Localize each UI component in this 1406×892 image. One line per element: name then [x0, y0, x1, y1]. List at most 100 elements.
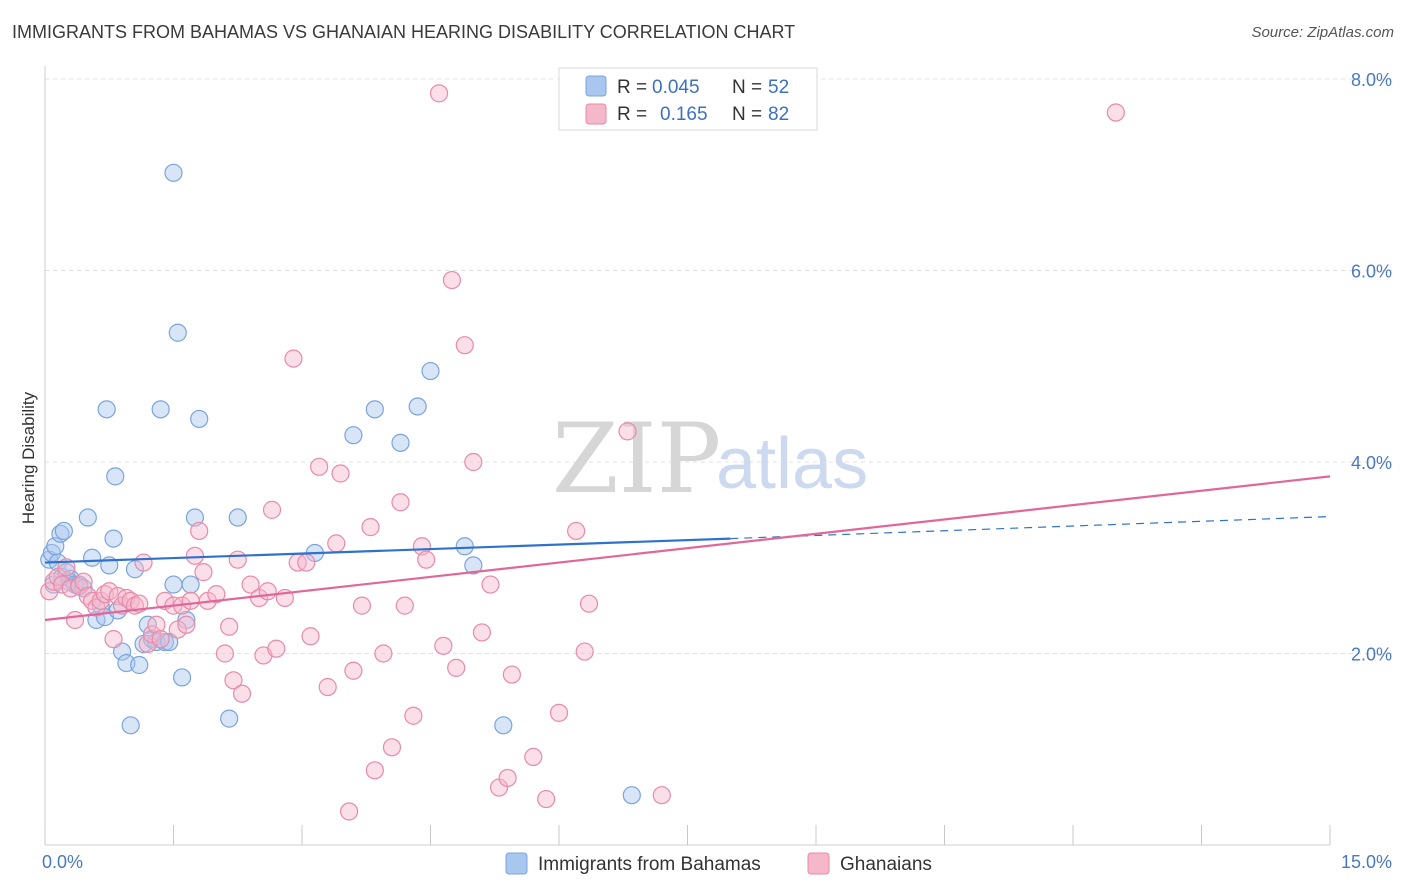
- point-ghanaians: [395, 596, 414, 615]
- point-ghanaians: [168, 620, 187, 639]
- point-ghanaians: [74, 572, 93, 591]
- legend-swatch-bahamas: [585, 75, 607, 97]
- axes: [44, 66, 1331, 846]
- point-ghanaians: [464, 452, 483, 472]
- point-ghanaians: [224, 671, 243, 690]
- trend-line-bahamas: [44, 537, 731, 564]
- bottom-legend-label-bahamas: Immigrants from Bahamas: [538, 854, 761, 875]
- point-ghanaians: [241, 575, 260, 594]
- point-ghanaians: [434, 636, 453, 655]
- point-bahamas: [455, 537, 474, 556]
- bottom-legend-label-ghanaians: Ghanaians: [840, 854, 932, 875]
- point-bahamas: [622, 786, 641, 805]
- point-ghanaians: [391, 493, 410, 512]
- y-tick-label: 6.0%: [1351, 262, 1392, 282]
- point-ghanaians: [524, 747, 543, 767]
- point-ghanaians: [310, 457, 329, 476]
- point-ghanaians: [185, 546, 205, 565]
- point-ghanaians: [472, 623, 491, 642]
- point-ghanaians: [151, 630, 170, 649]
- point-ghanaians: [429, 84, 449, 103]
- point-ghanaians: [181, 591, 200, 610]
- point-ghanaians: [361, 518, 380, 537]
- legend-r-label-bahamas: R =: [617, 77, 647, 98]
- watermark-zip: ZIP: [552, 403, 721, 515]
- point-ghanaians: [232, 684, 252, 703]
- point-bahamas: [494, 716, 513, 735]
- y-tick-labels: 2.0% 4.0% 6.0% 8.0%: [1351, 70, 1392, 665]
- point-ghanaians: [284, 349, 303, 368]
- point-bahamas: [168, 323, 187, 342]
- point-ghanaians: [352, 596, 372, 615]
- point-ghanaians: [267, 639, 286, 658]
- point-ghanaians: [567, 521, 586, 541]
- bottom-legend: Immigrants from Bahamas Ghanaians: [505, 852, 932, 875]
- bottom-legend-swatch-ghanaians: [807, 852, 830, 875]
- chart-title: IMMIGRANTS FROM BAHAMAS VS GHANAIAN HEAR…: [12, 22, 796, 42]
- point-ghanaians: [549, 703, 569, 722]
- point-ghanaians: [447, 658, 466, 677]
- point-ghanaians: [100, 582, 119, 601]
- trend-line-bahamas-extension: [730, 515, 1331, 540]
- point-ghanaians: [404, 706, 423, 725]
- point-ghanaians: [318, 677, 337, 697]
- point-bahamas: [54, 521, 73, 541]
- point-bahamas: [164, 163, 183, 182]
- point-bahamas: [220, 709, 239, 728]
- gridlines: [45, 78, 1392, 654]
- point-bahamas: [408, 397, 427, 416]
- point-ghanaians: [228, 550, 247, 569]
- source-label: Source: ZipAtlas.com: [1251, 24, 1394, 41]
- point-ghanaians: [142, 625, 162, 644]
- point-bahamas: [421, 361, 440, 381]
- point-ghanaians: [104, 630, 123, 649]
- point-ghanaians: [258, 582, 277, 601]
- point-ghanaians: [455, 336, 474, 355]
- point-ghanaians: [331, 464, 350, 483]
- point-ghanaians: [147, 615, 166, 634]
- point-ghanaians: [618, 422, 637, 441]
- point-bahamas: [172, 668, 192, 687]
- y-tick-label: 2.0%: [1351, 645, 1392, 665]
- x-tick-label-max: 15.0%: [1341, 852, 1392, 872]
- point-ghanaians: [194, 563, 213, 582]
- y-tick-label: 8.0%: [1351, 70, 1392, 90]
- x-tick-label-min: 0.0%: [42, 852, 83, 872]
- point-ghanaians: [344, 661, 363, 680]
- point-ghanaians: [579, 594, 599, 613]
- point-ghanaians: [301, 627, 320, 646]
- point-ghanaians: [65, 610, 85, 630]
- point-ghanaians: [502, 665, 521, 684]
- point-ghanaians: [207, 585, 226, 604]
- legend-r-value-ghanaians: 0.165: [660, 104, 708, 125]
- point-ghanaians: [1106, 103, 1125, 122]
- point-bahamas: [365, 400, 384, 419]
- point-ghanaians: [220, 617, 239, 636]
- point-bahamas: [391, 433, 410, 452]
- point-ghanaians: [481, 575, 500, 594]
- point-bahamas: [151, 400, 170, 419]
- point-ghanaians: [442, 270, 462, 290]
- point-ghanaians: [340, 802, 359, 821]
- point-ghanaians: [374, 644, 393, 663]
- y-axis-title: Hearing Disability: [19, 391, 38, 524]
- point-bahamas: [51, 524, 70, 543]
- legend-n-label-ghanaians: N =: [732, 104, 762, 125]
- point-bahamas: [190, 409, 209, 429]
- point-bahamas: [185, 508, 205, 527]
- point-bahamas: [121, 716, 140, 735]
- y-tick-label: 4.0%: [1351, 453, 1392, 473]
- legend-r-value-bahamas: 0.045: [652, 77, 700, 98]
- point-ghanaians: [177, 615, 196, 634]
- point-bahamas: [164, 575, 183, 594]
- legend-box: R = 0.045 N = 52 R = 0.165 N = 82: [558, 67, 818, 131]
- legend-n-value-bahamas: 52: [768, 77, 789, 98]
- point-bahamas: [106, 467, 125, 486]
- point-ghanaians: [382, 738, 402, 757]
- point-ghanaians: [652, 786, 671, 805]
- bottom-legend-swatch-bahamas: [505, 852, 528, 875]
- point-ghanaians: [215, 644, 234, 663]
- legend-swatch-ghanaians: [585, 103, 607, 125]
- legend-r-label-ghanaians: R =: [617, 104, 647, 125]
